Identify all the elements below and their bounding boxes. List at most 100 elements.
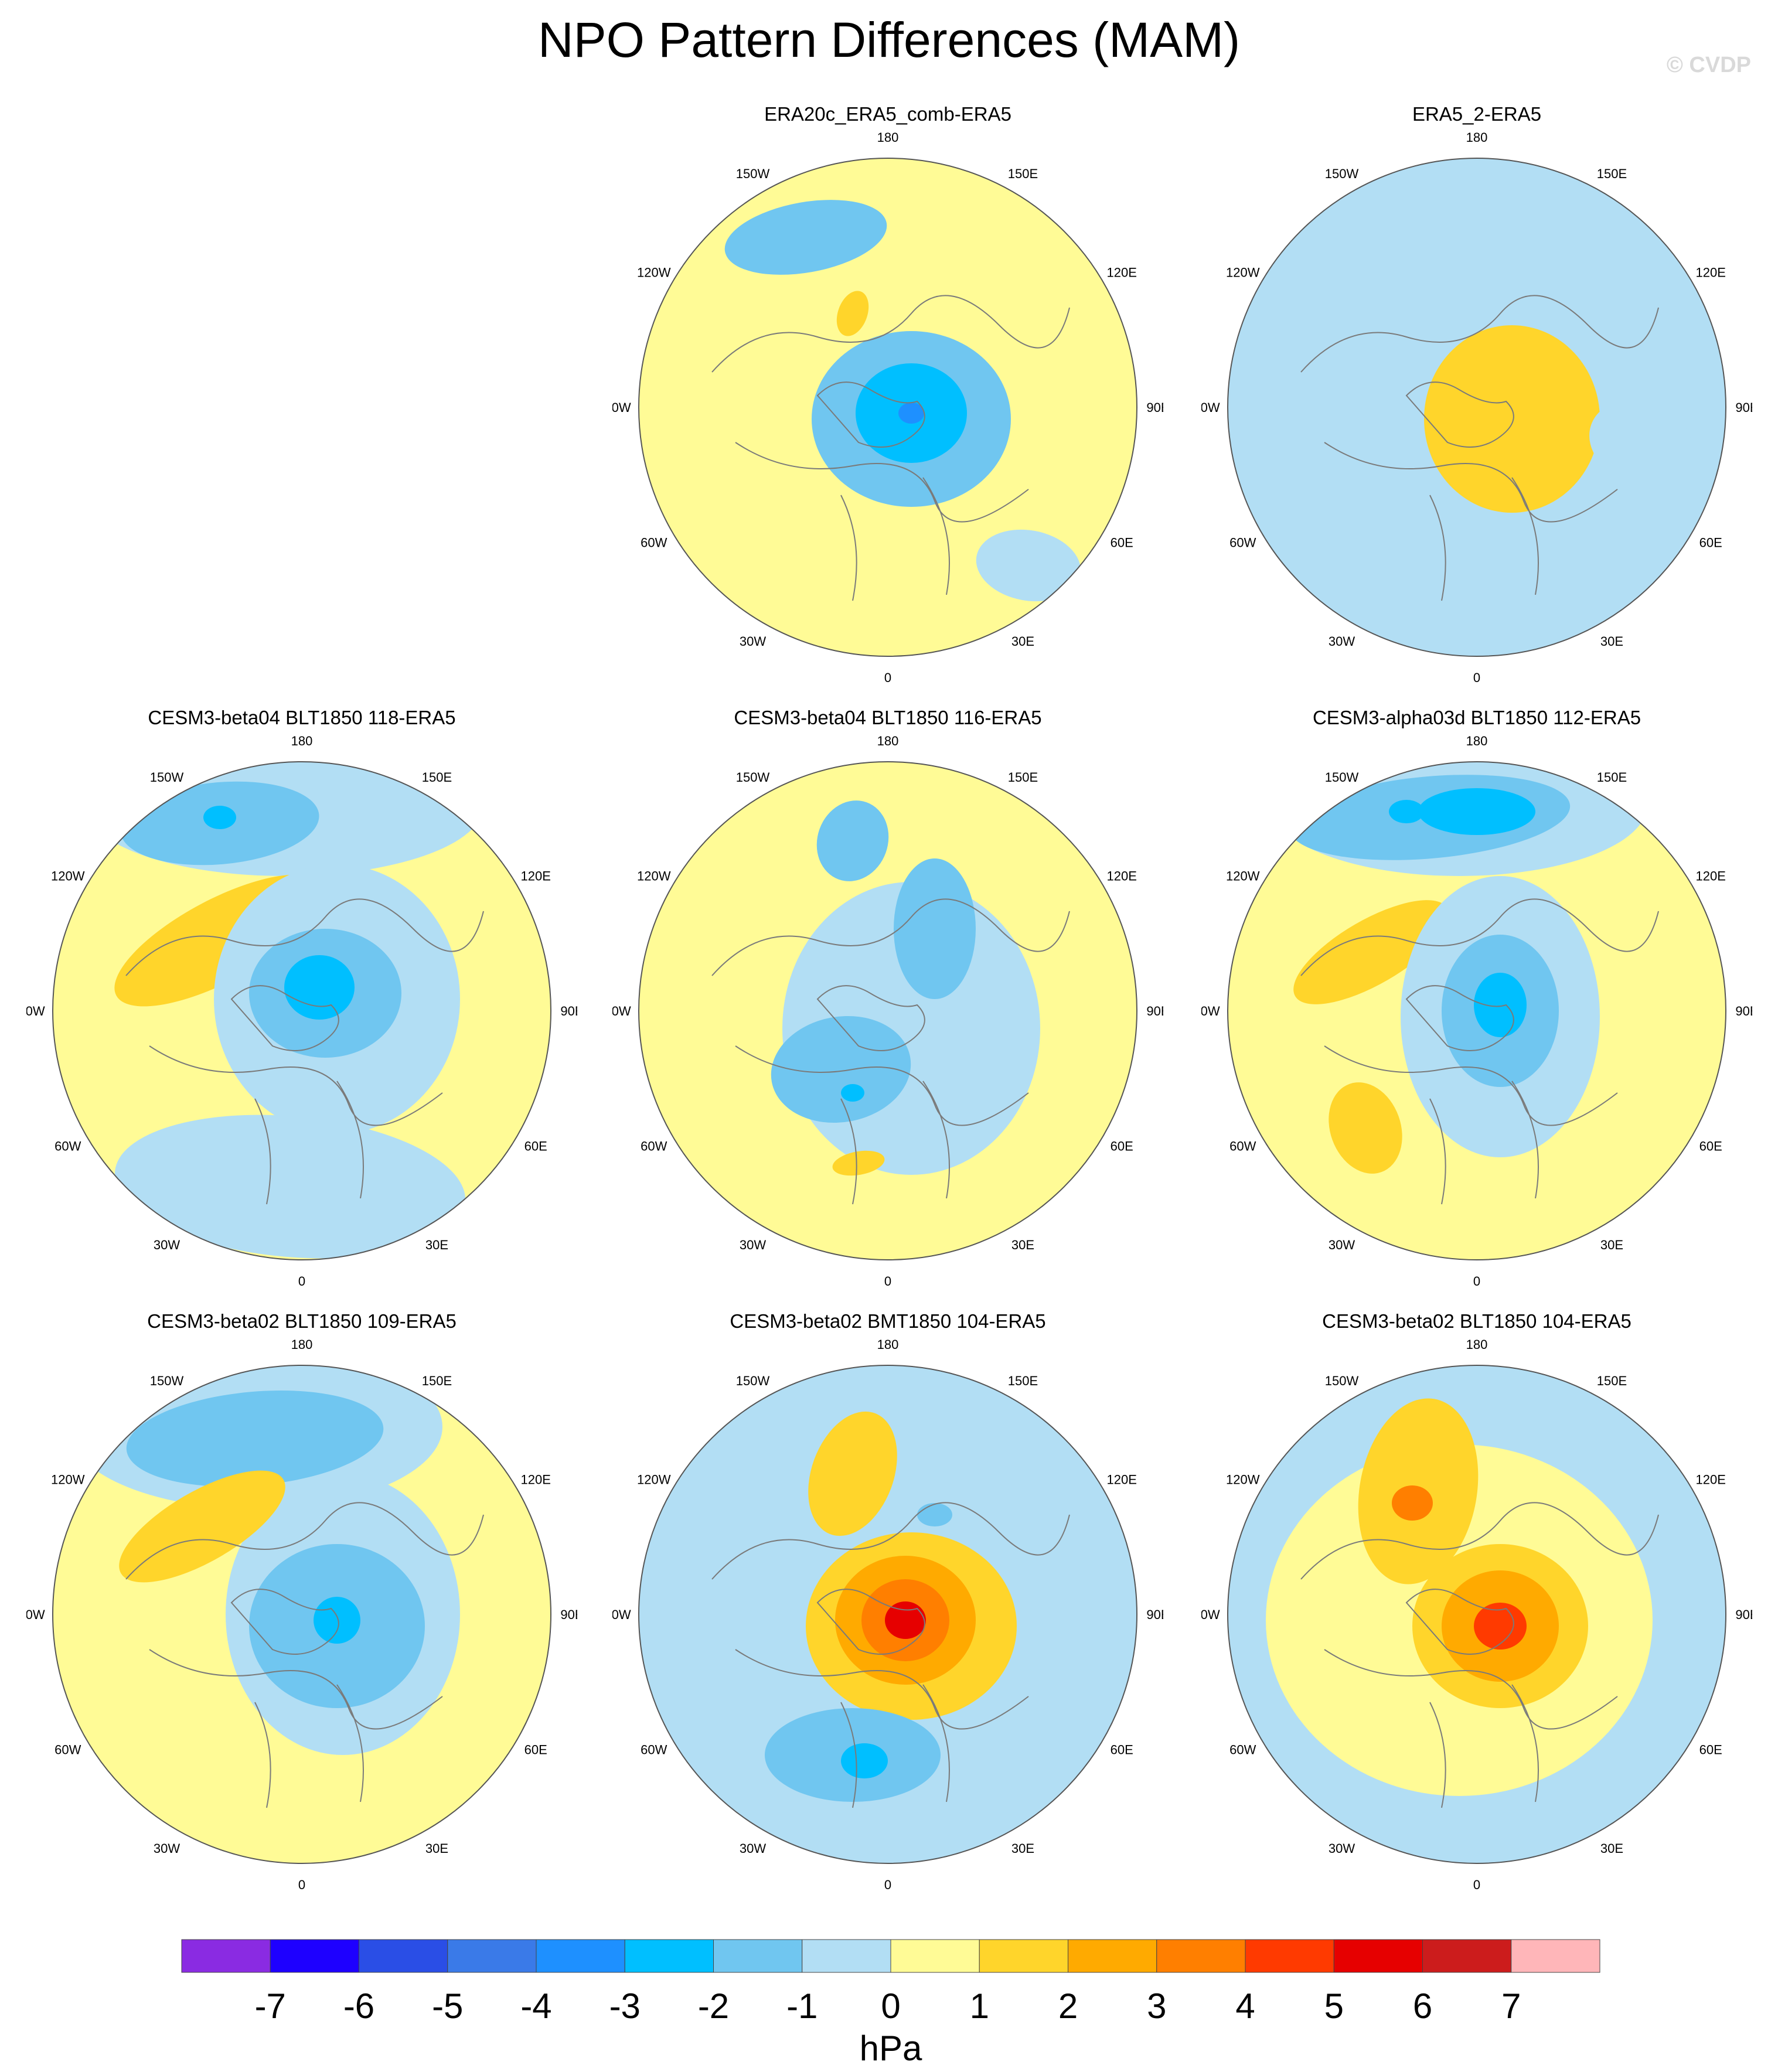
- longitude-label: 0: [298, 1877, 305, 1892]
- longitude-label: 180: [1466, 734, 1488, 748]
- longitude-label: 180: [1466, 130, 1488, 145]
- colorbar-swatch: [979, 1939, 1068, 1973]
- longitude-label: 0: [1473, 1877, 1480, 1892]
- longitude-label: 60W: [641, 1743, 667, 1757]
- colorbar-swatch: [447, 1939, 537, 1973]
- colorbar-swatch: [890, 1939, 980, 1973]
- colorbar-tick-label: 0: [881, 1986, 900, 2026]
- polar-map: 180 150E 120E 90E 60E 30E 0 30W 60W 90W 120W 150W: [1201, 130, 1752, 685]
- longitude-label: 120W: [1226, 1473, 1260, 1487]
- anomaly-contour: [898, 403, 924, 424]
- longitude-label: 30E: [1600, 1238, 1623, 1252]
- longitude-label: 90W: [1201, 1004, 1220, 1018]
- colorbar-tick-label: -6: [343, 1986, 374, 2026]
- map-panel: ERA20c_ERA5_comb-ERA5 180 150E 120E 90E 60E 30…: [612, 100, 1163, 686]
- anomaly-contour: [771, 1015, 911, 1123]
- longitude-label: 120W: [637, 265, 671, 280]
- panel-title: CESM3-beta02 BLT1850 104-ERA5: [1322, 1310, 1631, 1332]
- longitude-label: 60E: [1699, 1139, 1722, 1154]
- anomaly-contour: [1293, 900, 1449, 1004]
- colorbar-swatch: [1068, 1939, 1157, 1973]
- longitude-label: 120E: [1696, 869, 1726, 884]
- longitude-label: 90E: [1735, 1607, 1752, 1622]
- longitude-label: 180: [291, 1337, 313, 1352]
- longitude-label: 150W: [736, 770, 770, 785]
- longitude-label: 30E: [1011, 1841, 1034, 1856]
- colorbar-tick-label: 6: [1413, 1986, 1432, 2026]
- longitude-label: 150E: [1008, 166, 1038, 181]
- longitude-label: 60E: [524, 1743, 547, 1757]
- longitude-label: 150E: [422, 1374, 452, 1388]
- longitude-label: 60E: [524, 1139, 547, 1154]
- longitude-label: 90E: [1146, 400, 1163, 415]
- longitude-label: 0: [1473, 1274, 1480, 1289]
- longitude-label: 60E: [1699, 1743, 1722, 1757]
- longitude-label: 150E: [1597, 166, 1627, 181]
- longitude-label: 150W: [1325, 770, 1359, 785]
- longitude-label: 150W: [1325, 166, 1359, 181]
- colorbar-swatch: [802, 1939, 891, 1973]
- colorbar-swatch: [1333, 1939, 1423, 1973]
- map-boundary: [638, 761, 1137, 1260]
- anomaly-contour: [836, 291, 869, 336]
- polar-map: 180 150E 120E 90E 60E 30E 0 30W 60W 90W 120W 150W: [1201, 1337, 1752, 1892]
- anomaly-contour: [1389, 800, 1424, 823]
- colorbar-units: hPa: [860, 2029, 922, 2068]
- anomaly-field: [724, 200, 1081, 602]
- map-panel: CESM3-beta04 BLT1850 116-ERA5 180 150E 120E…: [612, 703, 1163, 1289]
- anomaly-contour: [1589, 400, 1692, 485]
- map-panel: ERA5_2-ERA5 180 150E 120E 90E 60E 30E 0 30W 60W 90…: [1201, 100, 1752, 686]
- panel-title: CESM3-beta04 BLT1850 118-ERA5: [148, 707, 456, 728]
- anomaly-contour: [284, 955, 355, 1020]
- longitude-label: 30W: [740, 1841, 766, 1856]
- colorbar-tick-label: -5: [432, 1986, 463, 2026]
- polar-map: 180 150E 120E 90E 60E 30E 0 30W 60W 90W 120W 150W: [612, 1337, 1163, 1892]
- map-panel: CESM3-beta02 BMT1850 104-ERA5 180 150E 120E…: [612, 1307, 1163, 1893]
- panel-title: CESM3-alpha03d BLT1850 112-ERA5: [1312, 707, 1641, 728]
- longitude-label: 120W: [51, 869, 85, 884]
- longitude-label: 90W: [612, 1607, 631, 1622]
- longitude-label: 30W: [740, 1238, 766, 1252]
- map-boundary: [1227, 158, 1726, 657]
- longitude-label: 0: [298, 1274, 305, 1289]
- colorbar-tick-label: 5: [1324, 1986, 1344, 2026]
- longitude-label: 90W: [612, 1004, 631, 1018]
- longitude-label: 120E: [521, 1473, 551, 1487]
- longitude-label: 60E: [1111, 536, 1133, 550]
- longitude-label: 30E: [425, 1841, 448, 1856]
- coastlines: [711, 295, 1070, 601]
- longitude-label: 180: [877, 1337, 899, 1352]
- longitude-label: 150E: [1008, 770, 1038, 785]
- anomaly-contour: [841, 1084, 864, 1102]
- longitude-label: 90W: [26, 1607, 45, 1622]
- anomaly-contour: [1474, 1603, 1527, 1650]
- figure-title: NPO Pattern Differences (MAM): [537, 12, 1241, 67]
- polar-map: 180 150E 120E 90E 60E 30E 0 30W 60W 90W 120W 150W: [26, 734, 577, 1289]
- longitude-label: 30E: [425, 1238, 448, 1252]
- anomaly-contour: [1329, 1082, 1402, 1174]
- anomaly-field: [67, 1365, 460, 1755]
- colorbar: -7 -6 -5 -4 -3 -2 -1 0 1 2 3 4 5 6 7 hPa: [181, 1939, 1600, 2068]
- anomaly-field: [85, 762, 483, 1259]
- longitude-label: 150W: [1325, 1374, 1359, 1388]
- longitude-label: 30W: [1329, 1841, 1355, 1856]
- longitude-label: 60W: [641, 536, 667, 550]
- longitude-label: 120E: [1696, 1473, 1726, 1487]
- longitude-label: 60W: [1229, 1743, 1256, 1757]
- polar-map: 180 150E 120E 90E 60E 30E 0 30W 60W 90W 120W 150W: [612, 734, 1163, 1289]
- longitude-label: 90E: [1735, 400, 1752, 415]
- coastlines: [125, 898, 484, 1205]
- colorbar-tick-label: 2: [1058, 1986, 1078, 2026]
- anomaly-contour: [832, 1150, 885, 1176]
- colorbar-swatch: [1156, 1939, 1246, 1973]
- anomaly-contour: [1424, 325, 1600, 513]
- longitude-label: 30W: [740, 634, 766, 649]
- panel-title: CESM3-beta02 BLT1850 109-ERA5: [147, 1310, 457, 1332]
- anomaly-contour: [724, 200, 887, 275]
- longitude-label: 120W: [51, 1473, 85, 1487]
- coastlines: [711, 898, 1070, 1205]
- map-panel: CESM3-alpha03d BLT1850 112-ERA5 180 150E 12…: [1201, 703, 1752, 1289]
- longitude-label: 30W: [154, 1238, 180, 1252]
- coastlines: [1300, 295, 1659, 601]
- longitude-label: 90W: [26, 1004, 45, 1018]
